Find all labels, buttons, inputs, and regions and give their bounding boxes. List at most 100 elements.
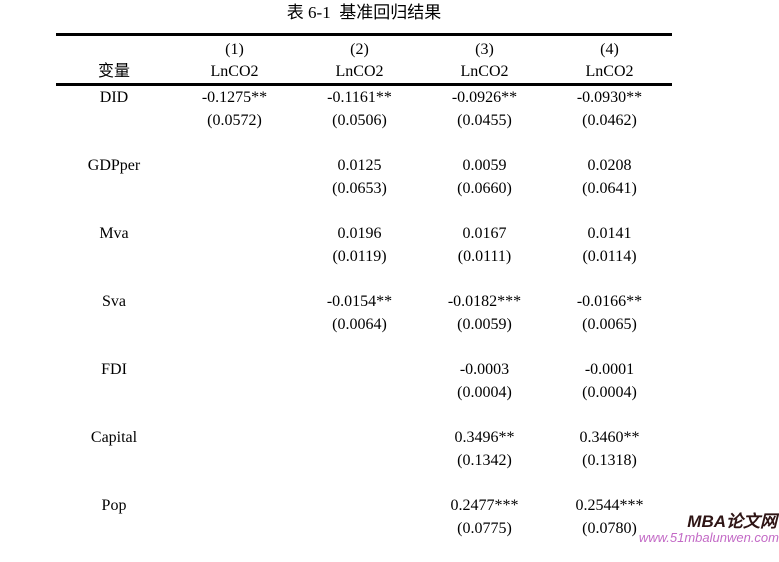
coef-cell: 0.0141 [587,225,632,242]
variable-block-did: DID -0.1275** -0.1161** -0.0926** -0.093… [56,86,672,154]
empty-cell [56,316,172,333]
se-row: (0.1342) (0.1318) [56,452,672,469]
coef-cell: 0.3460** [579,429,640,446]
se-cell [297,452,422,469]
se-cell: (0.0660) [457,180,512,197]
coef-cell: 0.2477*** [450,497,519,514]
coef-row: FDI -0.0003 -0.0001 [56,361,672,378]
se-cell [172,384,297,401]
variable-block-capital: Capital 0.3496** 0.3460** (0.1342) (0.13… [56,426,672,494]
table-body: DID -0.1275** -0.1161** -0.0926** -0.093… [56,86,672,562]
coef-cell [172,225,297,242]
coef-cell [172,497,297,514]
se-cell: (0.0506) [332,112,387,129]
header-variable-label: 变量 [97,63,130,80]
variable-label: Capital [90,429,138,446]
variable-block-sva: Sva -0.0154** -0.0182*** -0.0166** (0.00… [56,290,672,358]
se-cell: (0.0641) [582,180,637,197]
header-depvar-row: 变量 LnCO2 LnCO2 LnCO2 LnCO2 [56,59,672,81]
table-header: (1) (2) (3) (4) 变量 LnCO2 LnCO2 LnCO2 LnC… [56,36,672,86]
coef-cell: -0.1275** [201,89,268,106]
header-model-1: (1) [225,41,244,58]
empty-cell [56,520,172,537]
se-cell [172,520,297,537]
coef-cell: 0.0167 [462,225,507,242]
table-title: 表 6-1 基准回归结果 [286,3,442,22]
coef-row: Capital 0.3496** 0.3460** [56,429,672,446]
variable-block-mva: Mva 0.0196 0.0167 0.0141 (0.0119) (0.011… [56,222,672,290]
header-model-numbers-row: (1) (2) (3) (4) [56,36,672,59]
se-row: (0.0775) (0.0780) [56,520,672,537]
coef-cell: -0.0166** [576,293,643,310]
coef-row: Sva -0.0154** -0.0182*** -0.0166** [56,293,672,310]
header-empty-cell [56,41,172,59]
se-cell [297,520,422,537]
empty-cell [56,384,172,401]
variable-block-fdi: FDI -0.0003 -0.0001 (0.0004) (0.0004) [56,358,672,426]
coef-cell: 0.0208 [587,157,632,174]
empty-cell [56,112,172,129]
empty-cell [56,180,172,197]
se-cell [172,452,297,469]
se-cell: (0.0572) [207,112,262,129]
coef-cell: 0.3496** [454,429,515,446]
se-cell: (0.0462) [582,112,637,129]
se-cell [297,384,422,401]
coef-cell: -0.0003 [459,361,510,378]
se-cell: (0.0064) [332,316,387,333]
header-depvar-3: LnCO2 [460,63,509,80]
header-depvar-1: LnCO2 [210,63,259,80]
coef-cell [172,157,297,174]
variable-label: Sva [102,293,126,310]
coef-cell: -0.0926** [451,89,518,106]
variable-label: Mva [99,225,129,242]
variable-label: GDPper [87,157,141,174]
se-cell: (0.0111) [457,248,512,265]
coef-cell [297,497,422,514]
watermark-url: www.51mbalunwen.com [638,530,779,545]
variable-label: DID [99,89,129,106]
se-cell: (0.1318) [582,452,637,469]
coef-cell: 0.2544*** [575,497,644,514]
se-cell: (0.0004) [582,384,637,401]
se-row: (0.0572) (0.0506) (0.0455) (0.0462) [56,112,672,129]
se-cell: (0.0780) [582,520,637,537]
coef-cell [297,429,422,446]
coef-cell [297,361,422,378]
variable-label: Pop [101,497,127,514]
coef-cell: 0.0196 [337,225,382,242]
se-cell [172,248,297,265]
header-model-2: (2) [350,41,369,58]
coef-cell: 0.0125 [337,157,382,174]
se-cell: (0.0455) [457,112,512,129]
se-row: (0.0653) (0.0660) (0.0641) [56,180,672,197]
coef-cell [172,293,297,310]
header-depvar-4: LnCO2 [585,63,634,80]
coef-cell: -0.0154** [326,293,393,310]
variable-block-pop: Pop 0.2477*** 0.2544*** (0.0775) (0.0780… [56,494,672,562]
coef-row: Pop 0.2477*** 0.2544*** [56,497,672,514]
coef-row: Mva 0.0196 0.0167 0.0141 [56,225,672,242]
header-model-3: (3) [475,41,494,58]
header-depvar-2: LnCO2 [335,63,384,80]
coef-cell: -0.1161** [327,89,392,106]
se-cell [172,180,297,197]
se-cell: (0.1342) [457,452,512,469]
coef-cell: -0.0001 [584,361,635,378]
coef-row: GDPper 0.0125 0.0059 0.0208 [56,157,672,174]
watermark-brand: MBA论文网 [687,512,777,531]
coef-cell: -0.0182*** [447,293,522,310]
coef-cell: -0.0930** [576,89,643,106]
variable-block-gdpper: GDPper 0.0125 0.0059 0.0208 (0.0653) (0.… [56,154,672,222]
empty-cell [56,248,172,265]
se-cell: (0.0653) [332,180,387,197]
se-cell: (0.0775) [457,520,512,537]
coef-cell [172,429,297,446]
variable-label: FDI [101,361,127,378]
se-cell: (0.0065) [582,316,637,333]
se-cell [172,316,297,333]
coef-cell [172,361,297,378]
coef-cell: 0.0059 [462,157,507,174]
se-cell: (0.0114) [582,248,637,265]
coef-row: DID -0.1275** -0.1161** -0.0926** -0.093… [56,89,672,106]
